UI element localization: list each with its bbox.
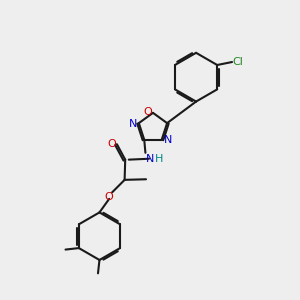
Text: H: H — [155, 154, 163, 164]
Text: N: N — [146, 154, 154, 164]
Text: N: N — [129, 119, 137, 129]
Text: O: O — [105, 191, 113, 202]
Text: O: O — [143, 107, 152, 117]
Text: N: N — [164, 135, 172, 145]
Text: Cl: Cl — [232, 57, 243, 67]
Text: O: O — [107, 139, 116, 148]
